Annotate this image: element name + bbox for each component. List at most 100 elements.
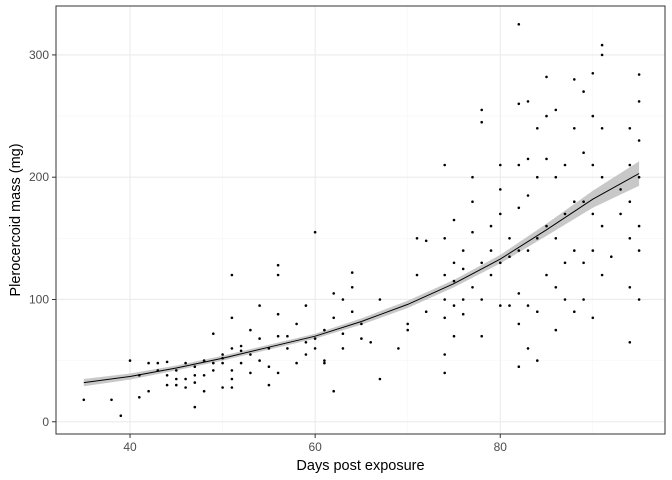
data-point [600, 175, 604, 179]
data-point [536, 175, 539, 179]
data-point [323, 359, 326, 362]
data-point [443, 273, 447, 277]
data-point [508, 255, 511, 258]
data-point [480, 108, 484, 112]
data-point [582, 298, 585, 301]
data-point [341, 347, 345, 350]
data-point [424, 239, 428, 243]
data-point [563, 212, 567, 216]
data-point [258, 304, 261, 307]
data-point [573, 310, 576, 314]
data-point [295, 361, 298, 365]
data-point [212, 332, 215, 336]
data-point [526, 157, 530, 161]
data-point [545, 75, 548, 79]
data-point [304, 341, 308, 344]
data-point [499, 163, 502, 167]
data-point [415, 273, 419, 277]
data-point [563, 163, 567, 167]
y-axis-title: Plerocercoid mass (mg) [8, 143, 24, 296]
data-point [461, 249, 465, 252]
data-point [573, 200, 576, 203]
data-point [212, 369, 215, 372]
data-point [628, 127, 632, 130]
data-point [443, 163, 447, 167]
data-point [536, 237, 539, 240]
data-point [249, 353, 252, 356]
data-point [628, 237, 632, 240]
data-point [184, 386, 187, 389]
data-point [239, 361, 243, 365]
data-point [360, 322, 363, 326]
data-point [545, 157, 548, 161]
panel-border [55, 5, 666, 435]
data-point [332, 292, 336, 295]
data-point [554, 108, 558, 112]
data-point [323, 361, 326, 365]
data-point [600, 43, 604, 47]
data-point [184, 377, 187, 381]
data-point [637, 175, 641, 179]
data-point [276, 334, 280, 338]
data-point [313, 337, 317, 340]
data-point [545, 114, 548, 118]
x-tick-label: 60 [308, 440, 322, 454]
data-point [156, 361, 160, 365]
data-point [267, 383, 271, 387]
data-point [406, 328, 410, 332]
data-point [508, 304, 511, 307]
data-point [221, 353, 224, 356]
data-point [573, 127, 576, 130]
data-point [397, 347, 400, 350]
data-point [341, 332, 345, 336]
data-point [128, 359, 132, 362]
data-point [313, 347, 317, 350]
data-point [332, 316, 336, 320]
data-point [239, 344, 243, 348]
data-point [239, 349, 243, 353]
data-point [230, 273, 234, 277]
data-point [119, 414, 123, 418]
data-point [406, 322, 410, 326]
data-point [554, 286, 558, 289]
data-point [415, 237, 419, 240]
data-point [452, 261, 456, 265]
data-point [230, 347, 234, 350]
data-point [471, 286, 474, 289]
data-point [517, 163, 521, 167]
data-point [591, 163, 595, 167]
data-point [378, 377, 382, 381]
data-point [258, 337, 261, 340]
x-tick-label: 40 [123, 440, 137, 454]
axis-ticks: 40 60 80 0 100 200 300 [29, 48, 507, 454]
data-point [461, 267, 465, 271]
data-point [110, 398, 113, 402]
data-point [304, 304, 308, 307]
data-point [526, 304, 530, 307]
data-point [350, 286, 354, 289]
data-point [637, 73, 641, 76]
data-point [202, 389, 206, 393]
data-point [499, 188, 502, 191]
y-tick-label: 0 [42, 415, 49, 429]
data-point [526, 347, 530, 350]
data-point [582, 200, 585, 203]
data-point [443, 298, 447, 301]
data-point [350, 271, 354, 274]
data-point [360, 337, 363, 340]
data-point [582, 261, 585, 265]
data-point [82, 398, 86, 402]
data-point [536, 359, 539, 362]
data-point [517, 206, 521, 210]
data-point [591, 212, 595, 216]
data-point [323, 328, 326, 332]
data-point [175, 377, 178, 381]
data-point [443, 371, 447, 375]
data-point [471, 175, 474, 179]
data-point [165, 383, 169, 387]
data-point [221, 361, 224, 365]
data-point [573, 78, 576, 81]
data-point [175, 369, 178, 372]
